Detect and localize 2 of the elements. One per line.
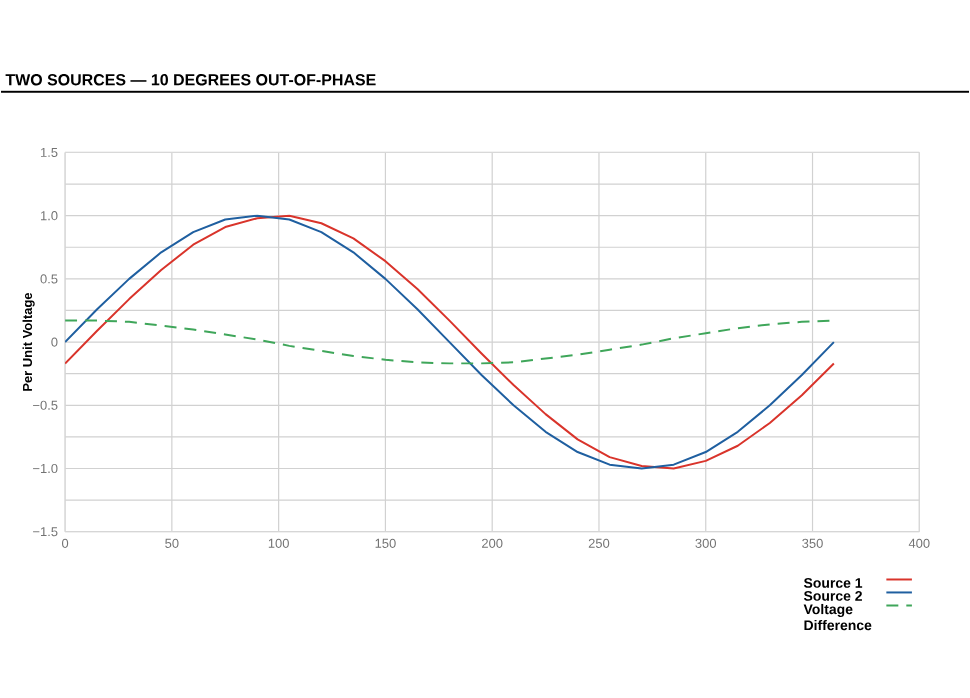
line-series: [65, 214, 835, 470]
line-series: [65, 319, 835, 365]
